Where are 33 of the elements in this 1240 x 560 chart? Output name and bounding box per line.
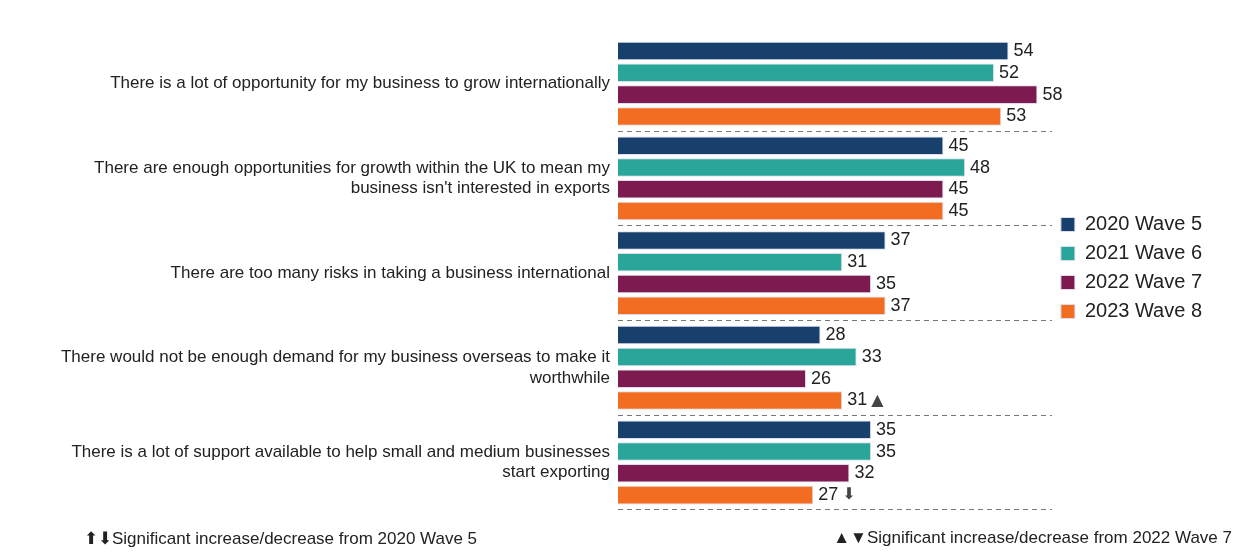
data-label: 27 — [818, 484, 839, 505]
data-label: 45 — [948, 200, 969, 221]
data-label: 31 — [847, 251, 868, 272]
data-label: 58 — [1042, 83, 1063, 104]
y-tick-label: There is a lot of support available to help small and medium businesses start exporting — [71, 441, 610, 482]
data-label: 32 — [854, 462, 875, 483]
data-label: 48 — [970, 156, 991, 177]
data-label: 33 — [861, 345, 882, 366]
data-label: 26 — [811, 367, 832, 388]
text: ⬆⬇Significant increase/decrease from 2020 Wave 5 — [84, 528, 478, 549]
data-label: 35 — [876, 440, 897, 461]
annotation: ▲ — [871, 389, 885, 409]
data-label: 52 — [999, 61, 1020, 82]
data-label: 35 — [876, 418, 897, 439]
data-label: 45 — [948, 178, 969, 199]
y-tick-label: There are too many risks in taking a business international — [170, 262, 610, 282]
legend-label: 2022 Wave 7 — [1084, 270, 1202, 293]
legend-label: 2021 Wave 6 — [1084, 241, 1202, 264]
text: ▲▼Significant increase/decrease from 2022 Wave 7 — [833, 528, 1232, 549]
y-tick-label: There would not be enough demand for my business overseas to make it worthwhile — [60, 347, 611, 387]
data-label: 31 — [847, 389, 868, 410]
annotation: ⬇ — [842, 484, 856, 504]
y-tick-label: There is a lot of opportunity for my business to grow internationally — [110, 73, 611, 93]
legend-label: 2023 Wave 8 — [1084, 299, 1202, 322]
legend-label: 2020 Wave 5 — [1084, 212, 1202, 235]
data-label: 45 — [948, 134, 969, 155]
y-tick-label: There are enough opportunities for growth within the UK to mean my business isn't interested in exports — [94, 157, 611, 198]
data-label: 53 — [1006, 105, 1027, 126]
data-label: 35 — [876, 272, 897, 293]
data-label: 37 — [890, 229, 911, 250]
data-label: 28 — [825, 324, 846, 345]
data-label: 37 — [890, 294, 911, 315]
data-label: 54 — [1013, 40, 1034, 61]
